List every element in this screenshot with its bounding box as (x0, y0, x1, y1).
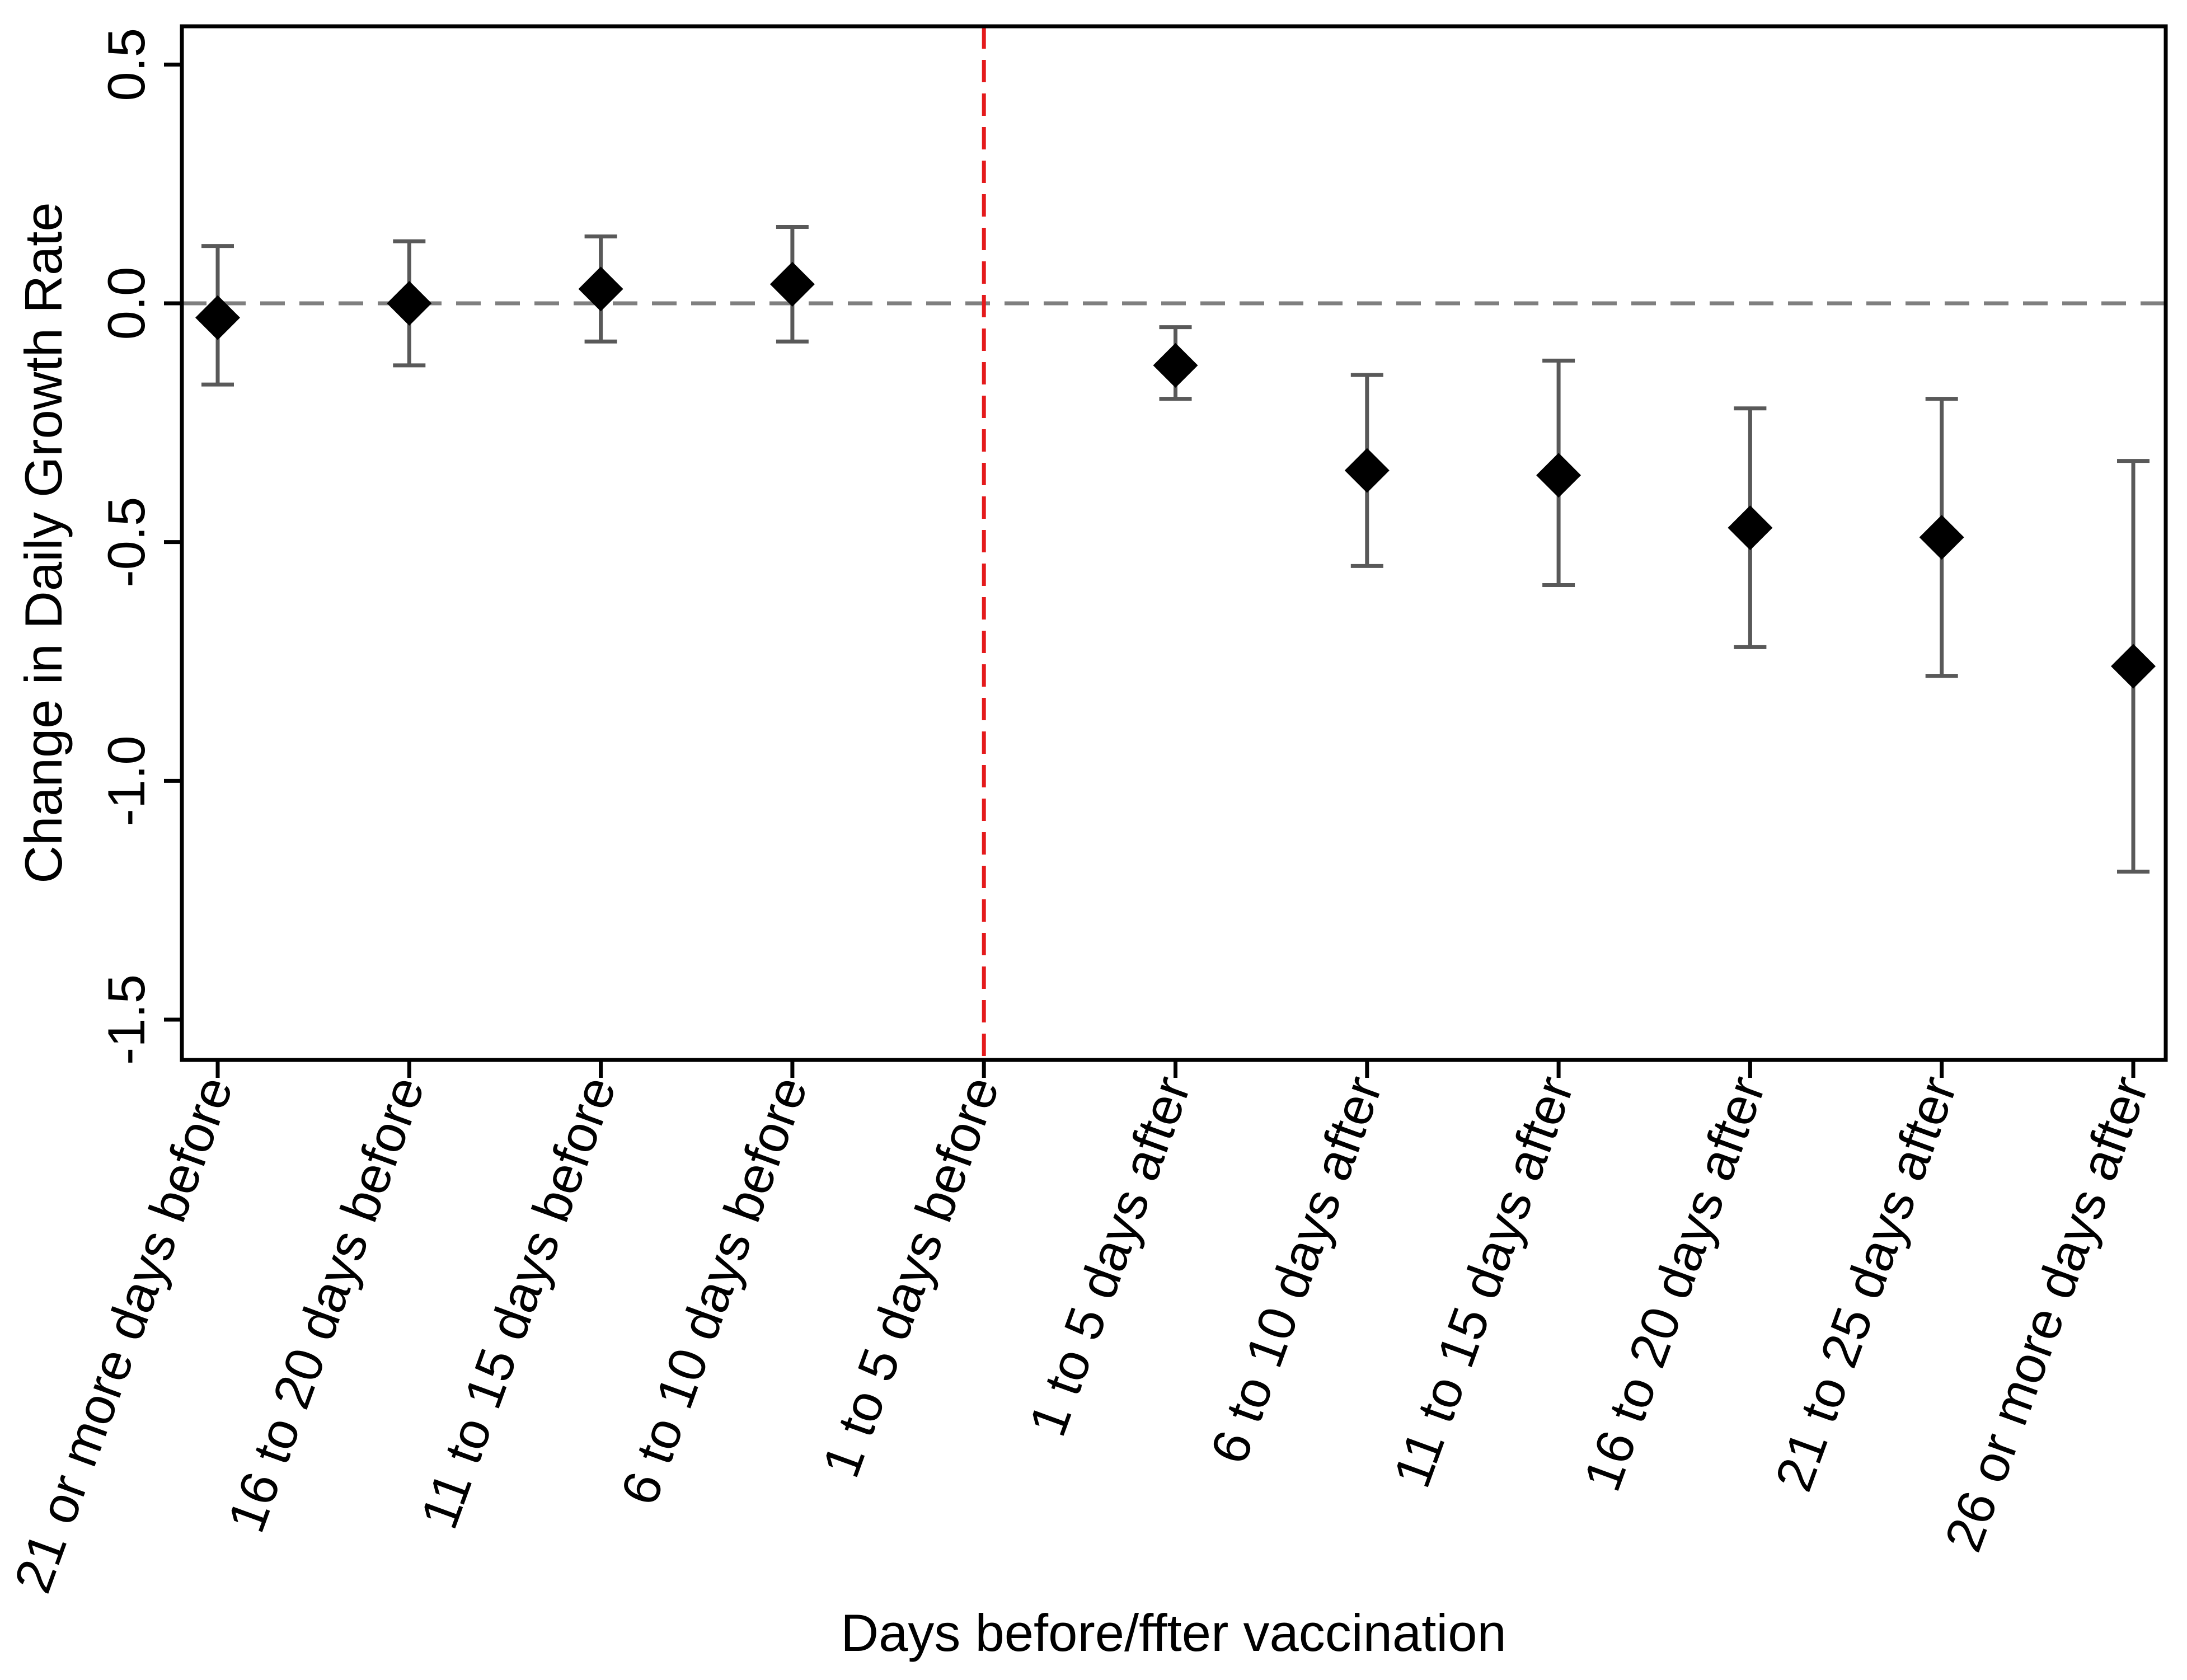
x-tick-label: 21 or more days before (3, 1069, 244, 1600)
point-estimate-marker (1153, 342, 1198, 388)
x-tick-label: 11 to 15 days after (1382, 1069, 1585, 1495)
x-axis-title: Days before/ffter vaccination (841, 1603, 1507, 1662)
error-bars (201, 224, 2150, 874)
plot-frame (180, 24, 2168, 1062)
x-tick-label: 16 to 20 days before (216, 1069, 435, 1540)
x-tick-label: 11 to 15 days before (409, 1069, 627, 1536)
point-estimate-marker (1344, 448, 1390, 493)
y-axis: 0.5 0.0 -0.5 -1.0 -1.5 (97, 28, 182, 1065)
point-estimate-marker (769, 261, 815, 307)
x-tick-label: 1 to 5 days before (811, 1069, 1010, 1485)
point-estimate-marker (578, 266, 623, 312)
x-tick-label: 21 to 25 days after (1764, 1069, 1968, 1499)
y-tick-label: -1.5 (97, 974, 156, 1065)
point-estimate-marker (1728, 505, 1773, 551)
y-tick-label: 0.5 (97, 28, 156, 101)
x-tick-label: 6 to 10 days after (1199, 1069, 1393, 1471)
y-tick-label: 0.0 (97, 267, 156, 340)
point-estimate-marker (1536, 453, 1581, 498)
x-tick-label: 1 to 5 days after (1017, 1069, 1202, 1443)
x-tick-label: 6 to 10 days before (609, 1069, 819, 1512)
y-axis-title: Change in Daily Growth Rate (14, 202, 73, 883)
x-tick-label: 16 to 20 days after (1572, 1069, 1776, 1499)
point-estimate-marker (195, 295, 240, 340)
y-tick-label: -0.5 (97, 497, 156, 588)
reference-lines (182, 26, 2166, 1060)
point-estimate-marker (2111, 644, 2156, 689)
y-tick-label: -1.0 (97, 735, 156, 826)
point-estimate-marker (1919, 515, 1964, 560)
point-estimate-marker (387, 281, 432, 326)
point-estimates (195, 261, 2156, 689)
x-tick-label: 26 or more days after (1933, 1069, 2160, 1559)
